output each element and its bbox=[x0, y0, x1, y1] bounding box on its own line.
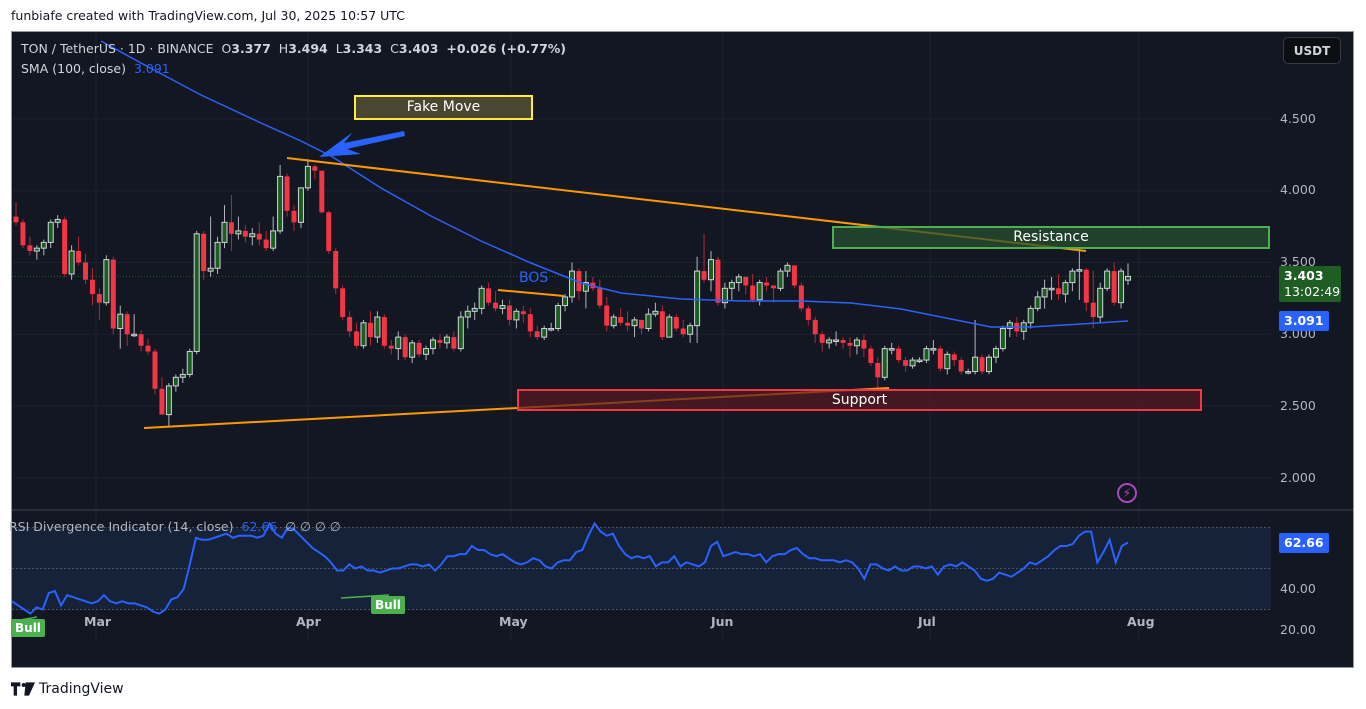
price-axis-tick: 3.500 bbox=[1280, 254, 1316, 269]
low-value: 3.343 bbox=[342, 41, 383, 56]
rsi-title: RSI Divergence Indicator (14, close) bbox=[9, 519, 234, 534]
rsi-value-tag: 62.66 bbox=[1279, 533, 1329, 553]
time-axis-tick: Mar bbox=[84, 614, 112, 629]
close-value: 3.403 bbox=[398, 41, 439, 56]
credit-line: funbiafe created with TradingView.com, J… bbox=[11, 8, 405, 23]
tradingview-logo-icon bbox=[11, 682, 35, 696]
high-value: 3.494 bbox=[288, 41, 328, 56]
last-price-value: 3.403 bbox=[1284, 268, 1324, 283]
close-label: C bbox=[390, 41, 399, 56]
high-label: H bbox=[278, 41, 289, 56]
time-axis-tick: Jul bbox=[918, 614, 936, 629]
price-axis-tick: 2.500 bbox=[1280, 398, 1316, 413]
rsi-value: 62.66 bbox=[241, 519, 278, 534]
low-label: L bbox=[335, 41, 343, 56]
rsi-axis-tick: 40.00 bbox=[1280, 581, 1316, 596]
tradingview-brand: TradingView bbox=[39, 681, 124, 697]
sma-label: SMA (100, close) bbox=[21, 61, 126, 76]
lightning-icon[interactable]: ⚡︎ bbox=[1117, 483, 1137, 503]
time-axis-tick: May bbox=[499, 614, 528, 629]
time-axis-tick: Aug bbox=[1127, 614, 1155, 629]
price-axis-tick: 4.000 bbox=[1280, 182, 1316, 197]
resistance-zone[interactable]: Resistance bbox=[832, 226, 1270, 249]
bos-label[interactable]: BOS bbox=[519, 270, 549, 286]
sma-price-tag: 3.091 bbox=[1279, 311, 1329, 331]
price-axis-tick: 4.500 bbox=[1280, 111, 1316, 126]
change-value: +0.026 (+0.77%) bbox=[446, 41, 567, 56]
price-axis-tick: 2.000 bbox=[1280, 470, 1316, 485]
sma-value: 3.091 bbox=[133, 61, 170, 76]
support-zone[interactable]: Support bbox=[517, 389, 1202, 411]
chart-canvas[interactable] bbox=[12, 32, 1354, 668]
currency-button[interactable]: USDT bbox=[1283, 37, 1341, 64]
last-price-tag: 3.403 13:02:49 bbox=[1279, 266, 1341, 302]
open-label: O bbox=[221, 41, 232, 56]
rsi-axis-tick: 20.00 bbox=[1280, 622, 1316, 637]
tradingview-logo[interactable]: TradingView bbox=[11, 681, 124, 697]
time-axis-tick: Apr bbox=[296, 614, 321, 629]
bar-countdown: 13:02:49 bbox=[1284, 284, 1341, 299]
symbol-label: TON / TetherUS · 1D · BINANCE bbox=[21, 41, 214, 56]
bull-signal-badge[interactable]: Bull bbox=[371, 596, 405, 614]
rsi-legend[interactable]: RSI Divergence Indicator (14, close) 62.… bbox=[9, 519, 341, 534]
fake-move-label[interactable]: Fake Move bbox=[354, 95, 533, 120]
symbol-row[interactable]: TON / TetherUS · 1D · BINANCE O3.377 H3.… bbox=[21, 41, 566, 61]
open-value: 3.377 bbox=[231, 41, 271, 56]
chart-legend: TON / TetherUS · 1D · BINANCE O3.377 H3.… bbox=[21, 41, 566, 81]
bull-signal-badge[interactable]: Bull bbox=[11, 619, 45, 637]
sma-row[interactable]: SMA (100, close) 3.091 bbox=[21, 61, 566, 81]
chart-frame[interactable]: TON / TetherUS · 1D · BINANCE O3.377 H3.… bbox=[11, 31, 1354, 668]
rsi-extras: ∅ ∅ ∅ ∅ bbox=[285, 519, 341, 534]
time-axis-tick: Jun bbox=[711, 614, 734, 629]
